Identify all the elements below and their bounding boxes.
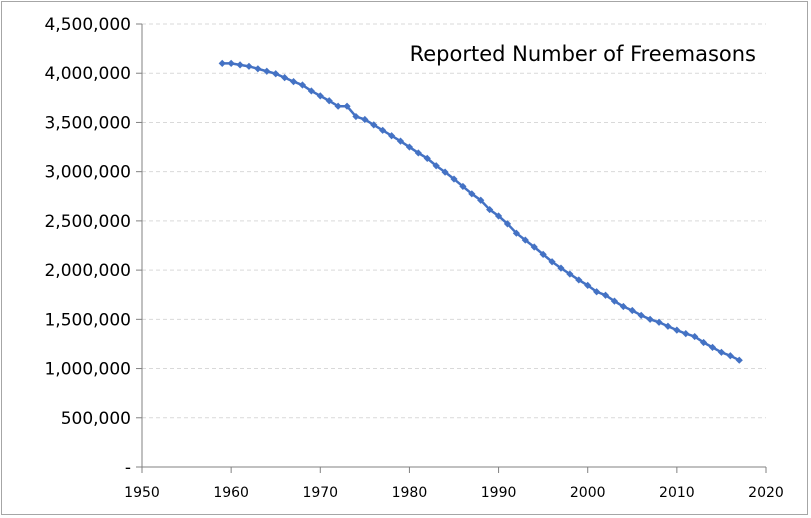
data-point bbox=[557, 264, 565, 272]
x-tick-label: 1960 bbox=[213, 485, 249, 501]
y-tick-label: 1,500,000 bbox=[44, 310, 131, 330]
data-point bbox=[717, 348, 726, 356]
y-tick-label: 500,000 bbox=[61, 409, 131, 429]
data-point bbox=[325, 97, 333, 105]
data-point bbox=[343, 102, 351, 110]
data-point bbox=[494, 212, 503, 220]
data-point bbox=[548, 258, 556, 266]
data-point bbox=[673, 326, 681, 334]
data-point bbox=[281, 74, 289, 82]
data-point bbox=[726, 352, 734, 360]
data-point bbox=[405, 143, 414, 151]
data-point bbox=[700, 338, 708, 347]
x-tick-label: 1970 bbox=[302, 485, 338, 501]
data-point bbox=[619, 302, 627, 311]
y-tick-label: 2,500,000 bbox=[44, 212, 131, 232]
data-point bbox=[637, 311, 645, 319]
data-point bbox=[254, 65, 262, 73]
data-point bbox=[227, 59, 235, 67]
data-point bbox=[601, 291, 610, 299]
data-point bbox=[379, 126, 387, 134]
data-point bbox=[593, 288, 601, 296]
y-tick-label: 3,500,000 bbox=[44, 113, 131, 133]
data-point bbox=[682, 330, 690, 338]
data-point bbox=[646, 315, 654, 323]
x-tick-label: 1990 bbox=[481, 485, 517, 501]
data-point bbox=[316, 92, 324, 100]
data-point bbox=[539, 250, 547, 258]
y-tick-label: 2,000,000 bbox=[44, 261, 131, 281]
y-tick-label: 1,000,000 bbox=[44, 360, 131, 380]
data-point bbox=[708, 343, 717, 351]
data-point bbox=[352, 112, 360, 121]
data-point bbox=[218, 59, 226, 67]
x-tick-labels: 1950 1960 1970 1980 1990 2000 2010 2020 bbox=[124, 485, 784, 501]
data-point bbox=[441, 168, 449, 176]
gridlines bbox=[142, 23, 766, 419]
data-point bbox=[370, 121, 378, 129]
series-group bbox=[218, 59, 743, 364]
data-point bbox=[512, 229, 520, 237]
data-point bbox=[566, 270, 574, 278]
data-point bbox=[584, 281, 592, 289]
data-point bbox=[477, 196, 485, 204]
data-point bbox=[486, 205, 494, 214]
data-point bbox=[450, 175, 458, 183]
x-tick-label: 2020 bbox=[748, 485, 784, 501]
data-point bbox=[503, 220, 512, 228]
data-point bbox=[263, 67, 271, 75]
data-point bbox=[423, 154, 431, 162]
y-tick-labels: - 500,000 1,000,000 1,500,000 2,000,000 2,500… bbox=[44, 15, 131, 478]
data-point bbox=[691, 332, 699, 341]
data-point bbox=[396, 137, 405, 145]
series-line bbox=[222, 62, 740, 362]
data-point bbox=[307, 87, 315, 95]
data-point bbox=[521, 236, 529, 244]
data-point bbox=[289, 77, 298, 86]
x-tick-label: 2000 bbox=[570, 485, 606, 501]
data-point bbox=[664, 322, 672, 330]
data-point bbox=[432, 162, 440, 170]
data-point bbox=[610, 297, 619, 305]
data-point bbox=[388, 132, 396, 140]
data-point bbox=[530, 243, 538, 251]
data-point bbox=[334, 102, 342, 110]
data-point bbox=[628, 306, 636, 315]
x-tick-label: 1980 bbox=[392, 485, 428, 501]
y-tick-label: - bbox=[125, 458, 131, 478]
y-tick-label: 4,500,000 bbox=[44, 15, 131, 35]
data-point bbox=[655, 318, 663, 326]
data-point bbox=[298, 81, 307, 89]
data-point bbox=[245, 62, 253, 70]
x-tick-label: 1950 bbox=[124, 485, 160, 501]
data-point bbox=[272, 70, 280, 78]
data-point bbox=[414, 149, 422, 157]
data-point bbox=[459, 182, 467, 191]
data-point bbox=[468, 190, 476, 198]
y-tick-label: 3,000,000 bbox=[44, 163, 131, 183]
data-point bbox=[236, 61, 244, 69]
axes bbox=[136, 23, 767, 473]
y-tick-label: 4,000,000 bbox=[44, 64, 131, 84]
chart-title: Reported Number of Freemasons bbox=[410, 42, 756, 66]
data-point bbox=[361, 115, 369, 124]
x-tick-label: 2010 bbox=[659, 485, 695, 501]
data-point bbox=[575, 276, 583, 284]
data-point bbox=[735, 356, 743, 364]
